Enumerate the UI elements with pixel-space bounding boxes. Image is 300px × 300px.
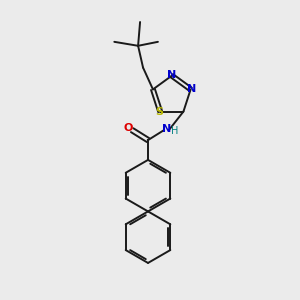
Text: S: S [155, 106, 163, 116]
Text: O: O [124, 123, 133, 133]
Text: H: H [171, 126, 178, 136]
Text: N: N [162, 124, 172, 134]
Text: N: N [187, 84, 196, 94]
Text: N: N [167, 70, 176, 80]
